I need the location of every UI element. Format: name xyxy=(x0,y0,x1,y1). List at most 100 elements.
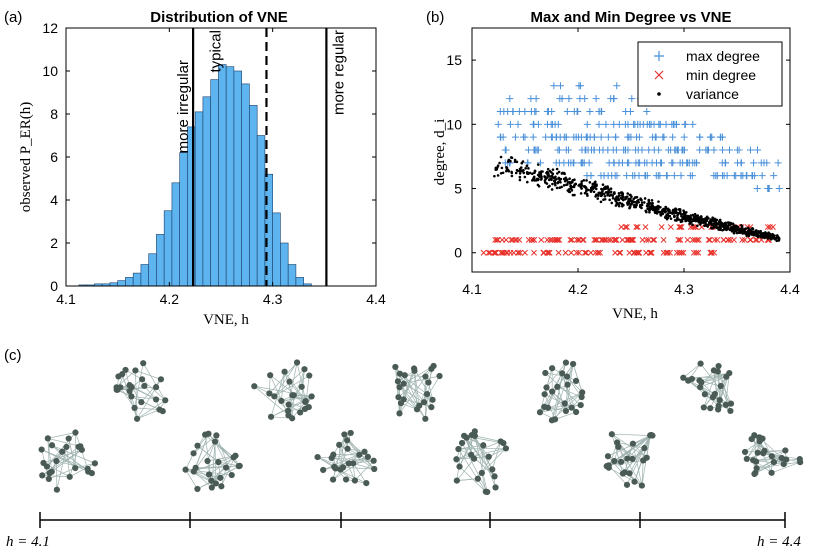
axis-left-label: h = 4.1 xyxy=(6,534,50,550)
network-graph xyxy=(251,359,315,422)
variance-point xyxy=(578,184,582,187)
max-degree-point xyxy=(719,146,727,154)
network-node xyxy=(350,460,357,467)
max-degree-point xyxy=(730,172,738,180)
network-node xyxy=(66,473,73,480)
variance-point xyxy=(628,193,632,197)
max-degree-point xyxy=(672,120,680,128)
min-degree-point xyxy=(556,236,563,243)
max-degree-point xyxy=(585,159,593,167)
network-node xyxy=(131,404,138,412)
min-degree-point xyxy=(645,236,652,243)
network-edge xyxy=(197,445,219,463)
variance-point xyxy=(550,188,554,191)
network-node xyxy=(204,457,211,465)
variance-point xyxy=(759,232,763,236)
network-node xyxy=(422,373,429,380)
network-node xyxy=(752,458,760,465)
min-degree-point xyxy=(487,249,494,256)
network-node xyxy=(707,405,714,412)
histogram-bar xyxy=(125,277,134,287)
min-degree-point xyxy=(612,236,619,243)
min-degree-point xyxy=(675,236,682,243)
network-node xyxy=(561,400,568,407)
variance-point xyxy=(580,182,583,185)
min-degree-point xyxy=(623,224,630,231)
variance-point xyxy=(707,223,710,226)
network-node xyxy=(422,415,429,422)
variance-point xyxy=(609,190,613,194)
min-degree-point xyxy=(695,249,702,256)
min-degree-point xyxy=(628,236,635,243)
variance-point xyxy=(711,216,714,219)
network-node xyxy=(768,469,775,476)
network-edge xyxy=(456,458,475,481)
variance-point xyxy=(625,195,629,199)
network-node xyxy=(281,368,288,375)
network-node xyxy=(53,486,60,493)
panel-b-scatter: (b) Max and Min Degree vs VNE 4.1 4.2 4.3 4… xyxy=(426,9,800,322)
network-edge xyxy=(611,433,653,436)
network-node xyxy=(722,401,729,408)
variance-point xyxy=(775,234,779,238)
max-degree-point xyxy=(576,82,584,90)
variance-point xyxy=(530,179,534,182)
network-edge xyxy=(557,386,582,398)
variance-point xyxy=(724,222,728,226)
network-edge xyxy=(481,448,507,474)
network-edge xyxy=(714,393,731,412)
network-node xyxy=(336,441,343,448)
network-node xyxy=(579,389,586,396)
min-degree-point xyxy=(592,249,599,256)
variance-point xyxy=(749,229,753,233)
variance-point xyxy=(618,201,622,205)
network-node xyxy=(748,435,755,443)
variance-point xyxy=(710,220,713,223)
network-edge xyxy=(135,370,138,419)
network-node xyxy=(685,377,692,384)
variance-point xyxy=(666,209,670,212)
variance-point xyxy=(737,231,741,235)
max-degree-point xyxy=(599,146,607,154)
min-degree-point xyxy=(764,224,771,231)
y-tick-label: 0 xyxy=(454,245,462,261)
min-degree-point xyxy=(673,249,680,256)
network-graph xyxy=(453,428,510,496)
x-tick-label: 4.4 xyxy=(780,281,800,297)
network-node xyxy=(344,437,351,444)
network-node xyxy=(59,448,66,455)
variance-point xyxy=(593,185,597,188)
network-node xyxy=(754,449,761,456)
min-degree-point xyxy=(633,249,640,256)
variance-point xyxy=(584,185,588,189)
network-node xyxy=(741,448,749,456)
max-degree-point xyxy=(721,159,729,167)
variance-point xyxy=(525,180,529,184)
variance-point xyxy=(718,228,722,232)
network-node xyxy=(351,477,358,484)
variance-point xyxy=(494,166,498,170)
min-degree-point xyxy=(605,236,612,243)
variance-point xyxy=(589,189,593,192)
network-edge xyxy=(717,371,732,404)
min-degree-point xyxy=(694,236,701,243)
variance-point xyxy=(624,197,627,201)
network-node xyxy=(453,456,460,463)
min-degree-point xyxy=(516,236,523,243)
network-node xyxy=(91,460,98,467)
network-edge xyxy=(291,395,295,419)
variance-point xyxy=(537,184,541,188)
network-node xyxy=(458,439,466,447)
max-degree-point xyxy=(532,107,540,115)
network-edge xyxy=(474,435,496,488)
variance-point xyxy=(696,224,699,228)
variance-point xyxy=(702,218,706,222)
max-degree-point xyxy=(754,146,762,154)
network-node xyxy=(363,480,370,487)
max-degree-point xyxy=(563,107,571,115)
max-degree-point xyxy=(531,146,539,154)
network-node xyxy=(536,409,544,416)
variance-point xyxy=(696,214,700,217)
variance-point xyxy=(651,201,654,205)
network-edge xyxy=(456,448,506,460)
